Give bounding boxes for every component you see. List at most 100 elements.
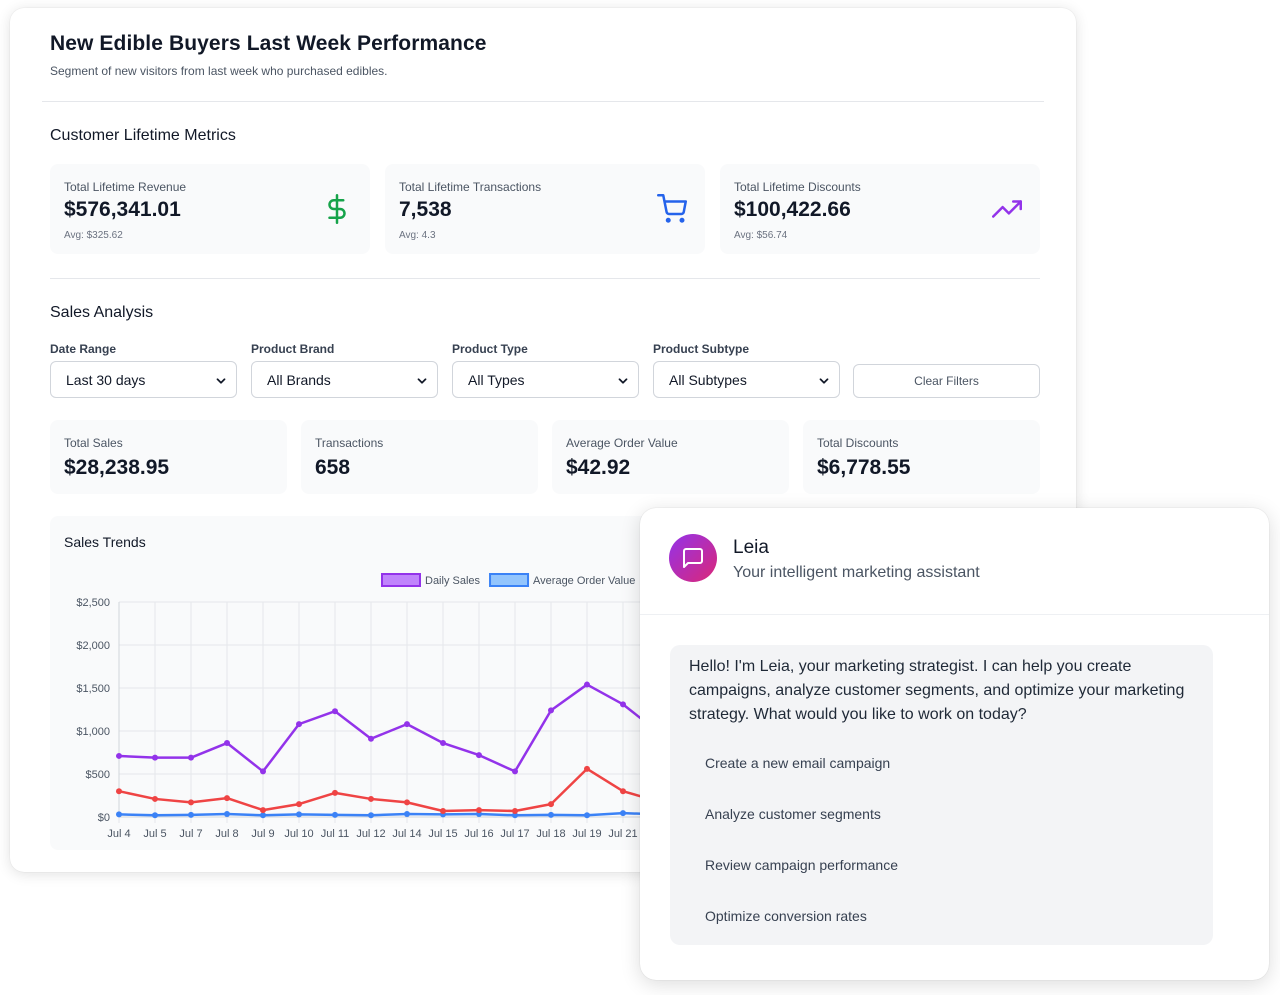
data-point	[188, 799, 194, 806]
assistant-panel: Leia Your intelligent marketing assistan…	[640, 508, 1269, 980]
data-point	[296, 721, 302, 728]
data-point	[152, 795, 158, 802]
data-point	[476, 752, 482, 759]
product-type-select[interactable]: All Types	[452, 361, 639, 398]
x-tick-label: Jul 18	[536, 828, 565, 840]
metric-label: Total Lifetime Revenue	[64, 180, 187, 194]
divider	[50, 278, 1040, 279]
section-title-sales: Sales Analysis	[50, 304, 154, 321]
chevron-down-icon	[618, 378, 628, 384]
x-tick-label: Jul 15	[428, 828, 457, 840]
x-tick-label: Jul 14	[392, 828, 421, 840]
stat-card-total-sales: Total Sales $28,238.95	[50, 420, 287, 494]
x-tick-label: Jul 9	[251, 828, 274, 840]
product-brand-select[interactable]: All Brands	[251, 361, 438, 398]
metric-label: Total Lifetime Discounts	[734, 180, 861, 194]
dollar-icon	[328, 194, 346, 224]
y-tick-label: $500	[86, 769, 110, 781]
data-point	[620, 788, 626, 795]
legend-swatch	[489, 573, 530, 587]
suggestion-email-campaign[interactable]: Create a new email campaign	[705, 755, 891, 771]
suggestion-campaign-performance[interactable]: Review campaign performance	[705, 857, 898, 873]
select-value: All Subtypes	[669, 372, 747, 388]
metric-value: 7,538	[399, 198, 452, 221]
data-point	[548, 801, 554, 808]
data-point	[332, 708, 338, 715]
stat-card-transactions: Transactions 658	[301, 420, 538, 494]
data-point	[476, 807, 482, 814]
trending-up-icon	[992, 200, 1022, 218]
filter-label-brand: Product Brand	[251, 342, 335, 356]
x-tick-label: Jul 19	[572, 828, 601, 840]
data-point	[260, 807, 266, 814]
select-value: All Types	[468, 372, 525, 388]
assistant-avatar	[669, 534, 717, 582]
sales-trends-chart: $0 $500 $1,000 $1,500 $2,000 $2,500 Jul 4 Jul 5…	[76, 573, 1040, 840]
x-tick-label: Jul 4	[107, 828, 130, 840]
data-point	[116, 752, 122, 759]
data-point	[512, 768, 518, 775]
data-point	[584, 765, 590, 772]
x-tick-label: Jul 12	[356, 828, 385, 840]
x-tick-label: Jul 10	[284, 828, 313, 840]
metric-card-discounts: Total Lifetime Discounts $100,422.66 Avg…	[720, 164, 1040, 254]
series-line-1	[118, 811, 660, 817]
metric-average: Avg: $56.74	[734, 230, 788, 241]
cart-icon	[657, 194, 687, 223]
data-point	[116, 811, 122, 818]
clear-filters-button[interactable]: Clear Filters	[853, 364, 1040, 398]
select-value: All Brands	[267, 372, 331, 388]
data-point	[404, 810, 410, 817]
section-title-lifetime: Customer Lifetime Metrics	[50, 127, 236, 144]
metric-value: $100,422.66	[734, 198, 851, 221]
x-tick-label: Jul 21	[608, 828, 637, 840]
stat-value: $28,238.95	[64, 456, 170, 479]
stat-value: $6,778.55	[817, 456, 911, 479]
data-point	[440, 807, 446, 814]
message-icon	[683, 548, 703, 568]
suggestion-customer-segments[interactable]: Analyze customer segments	[705, 806, 881, 822]
y-tick-label: $1,000	[76, 726, 110, 738]
data-point	[188, 811, 194, 818]
series-line-0	[118, 683, 660, 773]
data-point	[548, 811, 554, 818]
data-point	[512, 807, 518, 814]
stat-value: $42.92	[566, 456, 631, 479]
select-value: Last 30 days	[66, 372, 146, 388]
filter-label-type: Product Type	[452, 342, 528, 356]
metric-average: Avg: 4.3	[399, 230, 436, 241]
product-subtype-select[interactable]: All Subtypes	[653, 361, 840, 398]
filter-label-date-range: Date Range	[50, 342, 117, 356]
data-point	[584, 812, 590, 819]
x-tick-label: Jul 11	[321, 828, 350, 840]
metric-card-revenue: Total Lifetime Revenue $576,341.01 Avg: …	[50, 164, 370, 254]
suggestion-conversion-rates[interactable]: Optimize conversion rates	[705, 908, 867, 924]
data-point	[296, 801, 302, 808]
data-point	[116, 788, 122, 795]
data-point	[512, 812, 518, 819]
data-point	[548, 707, 554, 714]
x-tick-label: Jul 8	[215, 828, 238, 840]
page-title: New Edible Buyers Last Week Performance	[50, 32, 487, 55]
data-point	[152, 812, 158, 819]
data-point	[620, 810, 626, 817]
divider	[640, 614, 1269, 615]
data-point	[584, 681, 590, 688]
data-point	[404, 721, 410, 728]
data-point	[368, 735, 374, 742]
data-point	[152, 754, 158, 761]
page-subtitle: Segment of new visitors from last week w…	[50, 64, 388, 78]
legend-label: Average Order Value	[533, 575, 635, 587]
assistant-name: Leia	[733, 537, 769, 558]
stat-value: 658	[315, 456, 351, 479]
chart-title: Sales Trends	[64, 534, 146, 550]
data-point	[368, 795, 374, 802]
x-tick-label: Jul 5	[143, 828, 166, 840]
data-point	[332, 789, 338, 796]
x-tick-label: Jul 16	[464, 828, 493, 840]
data-point	[332, 811, 338, 818]
metric-average: Avg: $325.62	[64, 230, 123, 241]
stat-label: Transactions	[315, 436, 384, 450]
assistant-tagline: Your intelligent marketing assistant	[733, 564, 980, 581]
date-range-select[interactable]: Last 30 days	[50, 361, 237, 398]
